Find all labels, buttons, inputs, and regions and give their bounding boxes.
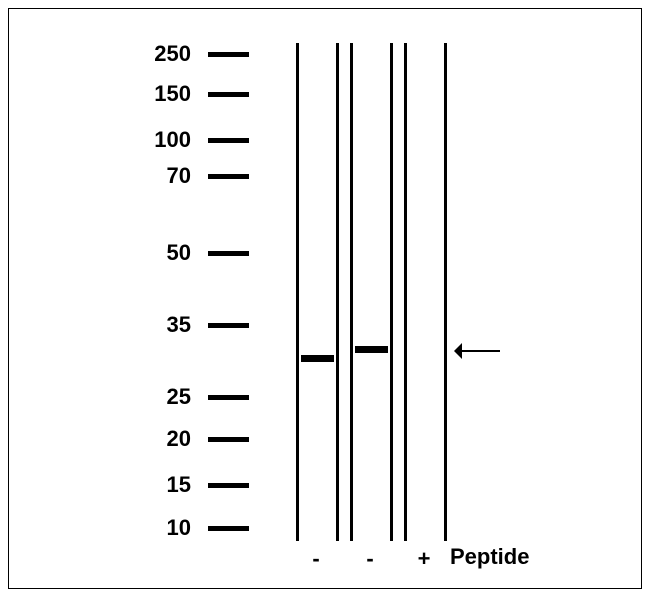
- lane-border-right: [390, 43, 393, 541]
- mw-marker-tick: [208, 395, 249, 400]
- arrow-head-icon: [454, 343, 462, 359]
- lane-border-right: [444, 43, 447, 541]
- protein-band: [301, 355, 334, 362]
- blot-figure: 25015010070503525201510 --+ Peptide: [0, 0, 650, 597]
- mw-marker-label: 35: [0, 312, 191, 338]
- peptide-label: Peptide: [450, 544, 529, 570]
- mw-marker-label: 70: [0, 163, 191, 189]
- mw-marker-label: 10: [0, 515, 191, 541]
- protein-band: [355, 346, 388, 353]
- mw-marker-tick: [208, 174, 249, 179]
- mw-marker-label: 150: [0, 81, 191, 107]
- lane-border-right: [336, 43, 339, 541]
- mw-marker-tick: [208, 437, 249, 442]
- mw-marker-label: 15: [0, 472, 191, 498]
- mw-marker-label: 100: [0, 127, 191, 153]
- mw-marker-label: 20: [0, 426, 191, 452]
- lane-border-left: [404, 43, 407, 541]
- mw-marker-label: 50: [0, 240, 191, 266]
- lane-border-left: [350, 43, 353, 541]
- lane-peptide-flag: -: [355, 546, 385, 572]
- mw-marker-label: 25: [0, 384, 191, 410]
- mw-marker-tick: [208, 323, 249, 328]
- mw-marker-tick: [208, 251, 249, 256]
- mw-marker-tick: [208, 52, 249, 57]
- mw-marker-tick: [208, 483, 249, 488]
- lane-peptide-flag: +: [409, 546, 439, 572]
- lane-border-left: [296, 43, 299, 541]
- lane-peptide-flag: -: [301, 546, 331, 572]
- mw-marker-tick: [208, 526, 249, 531]
- arrow-shaft: [462, 350, 500, 352]
- mw-marker-label: 250: [0, 41, 191, 67]
- mw-marker-tick: [208, 92, 249, 97]
- mw-marker-tick: [208, 138, 249, 143]
